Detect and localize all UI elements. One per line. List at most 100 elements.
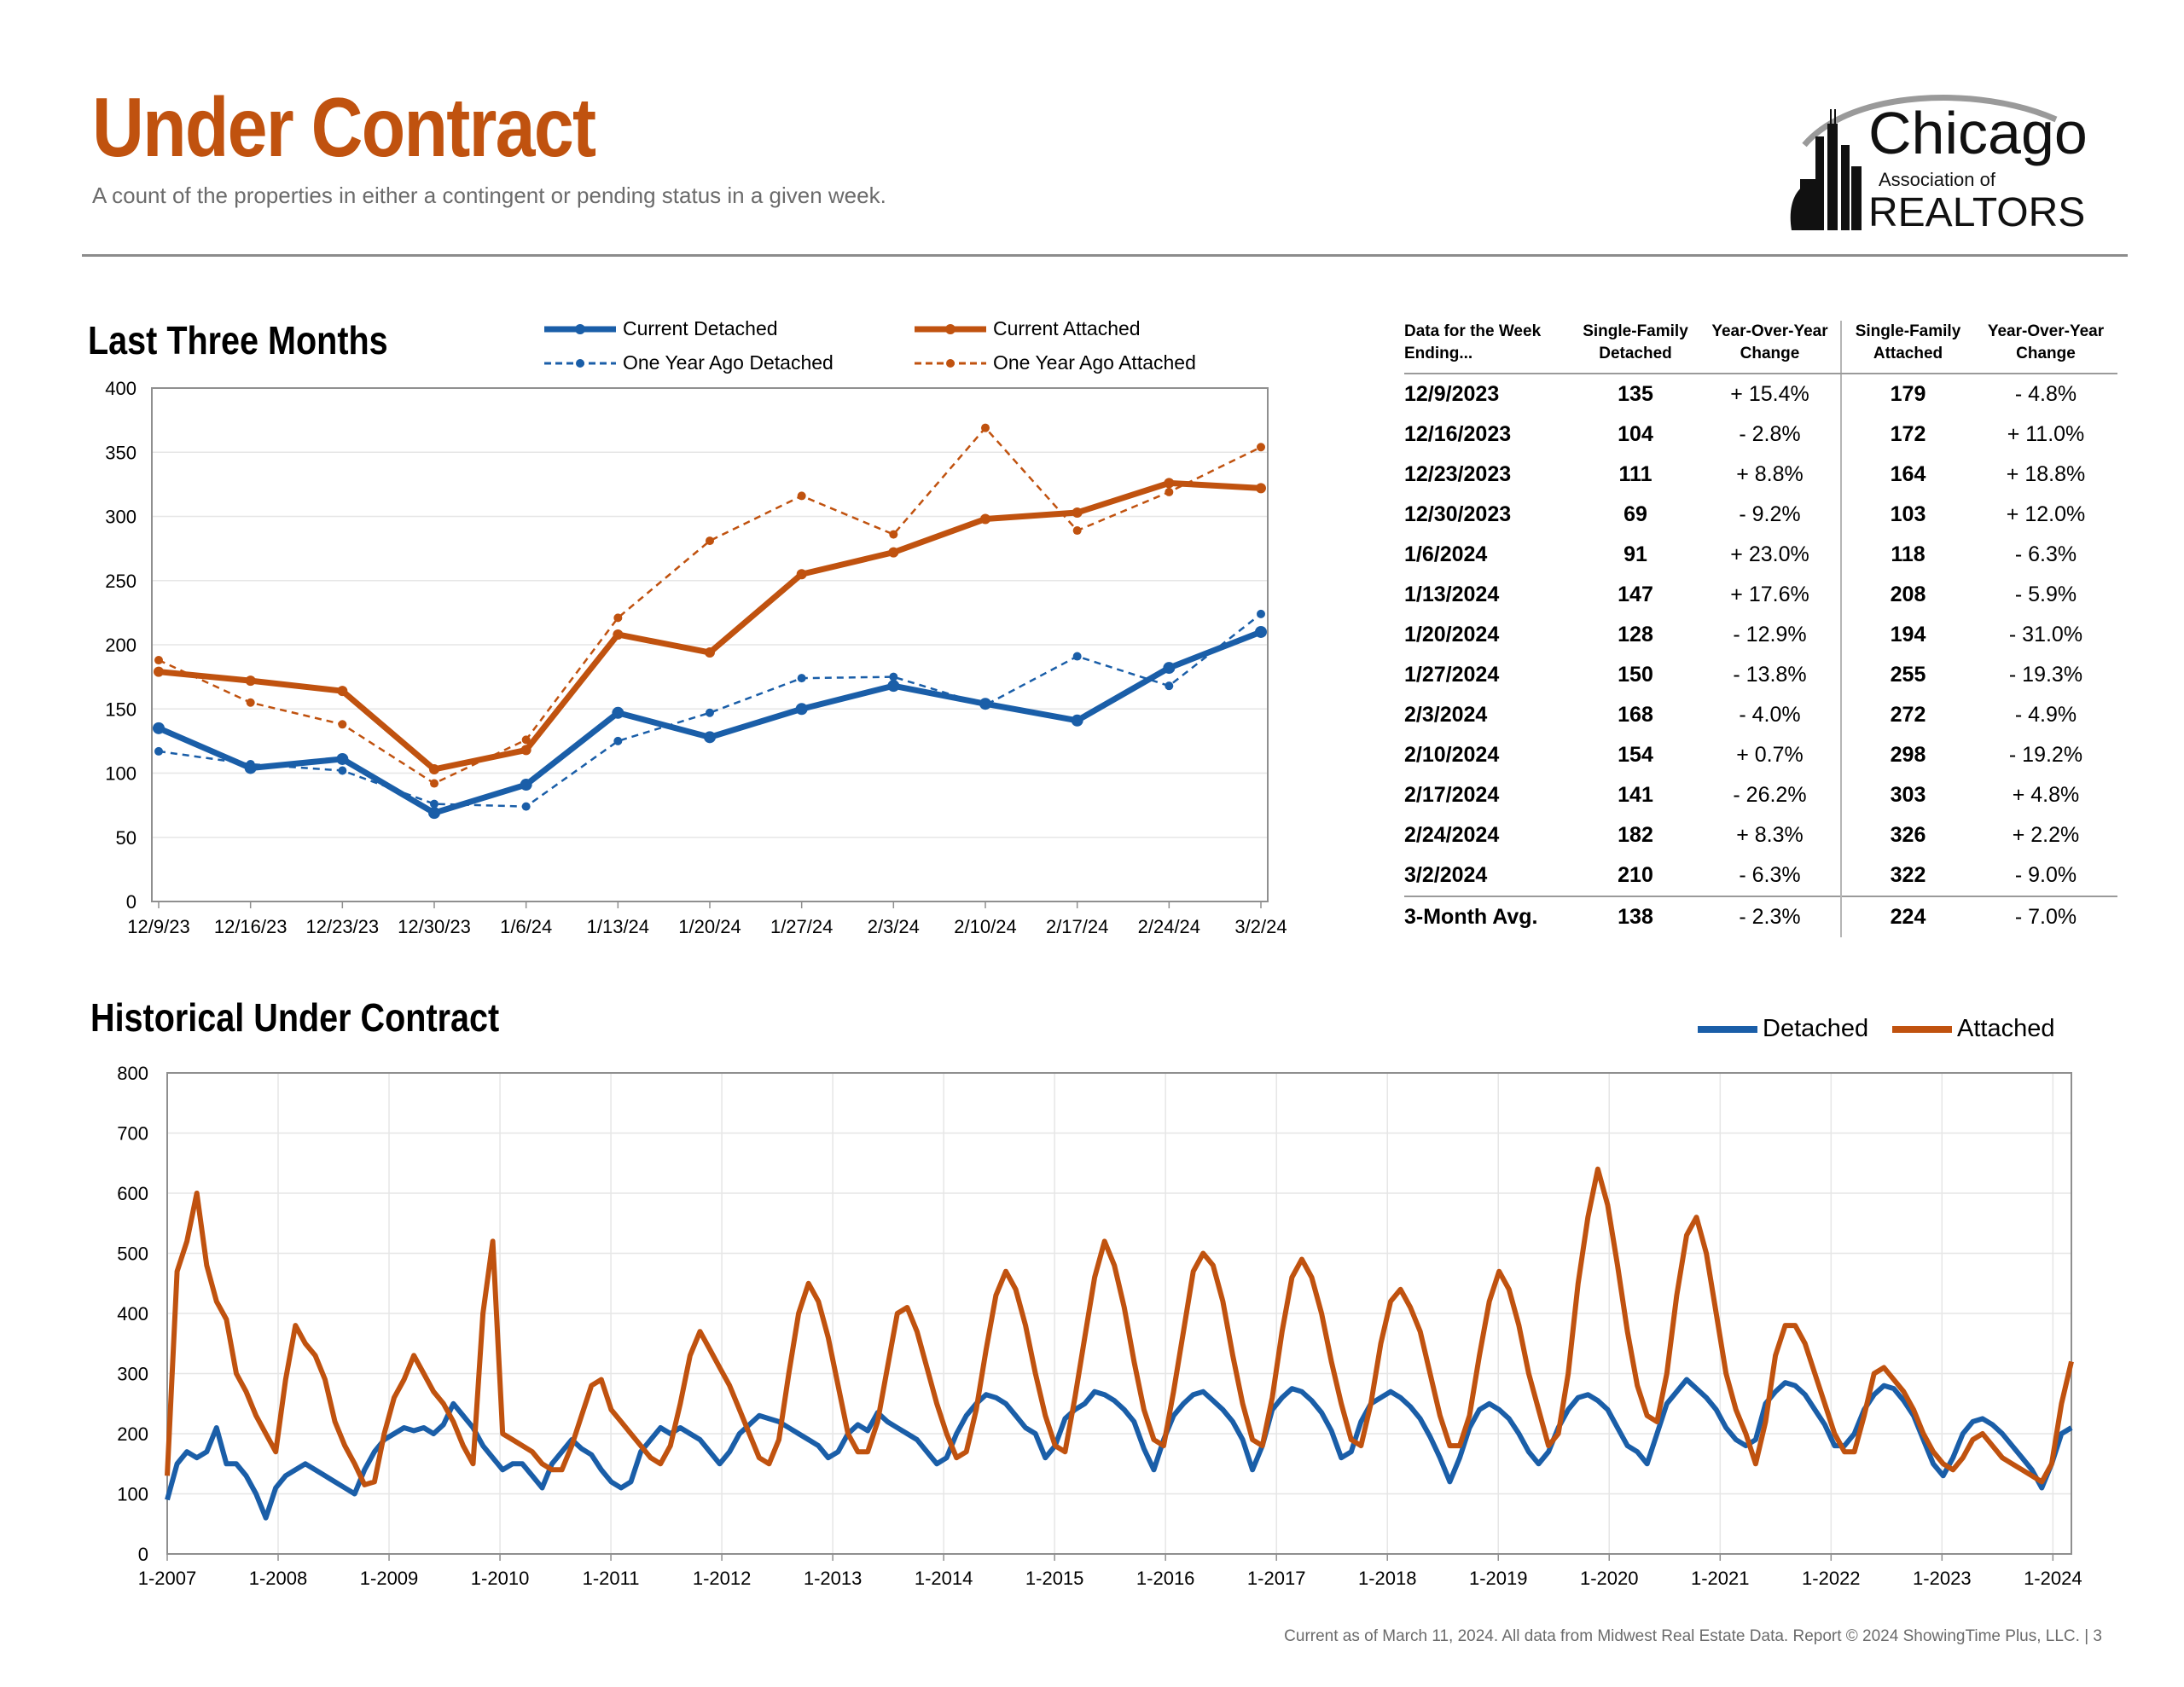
series-one-year-ago-attached	[154, 423, 1265, 788]
y-tick-label: 350	[105, 442, 136, 463]
data-point	[704, 731, 716, 744]
cell-attached-yoy: - 4.8%	[2014, 382, 2077, 407]
x-tick-label: 1-2012	[693, 1568, 752, 1589]
y-tick-label: 250	[105, 571, 136, 592]
cell-detached-yoy: + 8.8%	[1699, 455, 1842, 496]
cell-week: 2/10/2024	[1404, 743, 1500, 768]
chicago-realtors-logo: Chicago Association of REALTORS	[1783, 85, 2124, 239]
data-point	[338, 720, 347, 729]
cell-attached-yoy: + 4.8%	[2012, 783, 2080, 808]
legend-label: Detached	[1763, 1015, 1869, 1042]
data-point	[430, 779, 439, 788]
y-tick-label: 400	[117, 1303, 148, 1325]
cell-attached-yoy: - 4.9%	[2014, 703, 2077, 728]
table-row: 12/9/2023 135 + 15.4% 179 - 4.8%	[1404, 374, 2117, 415]
series-current-attached	[154, 478, 1266, 774]
cell-week: 1/27/2024	[1404, 663, 1500, 687]
data-point	[888, 547, 899, 558]
y-tick-label: 600	[117, 1183, 148, 1204]
cell-detached: 91	[1623, 542, 1647, 567]
data-point	[706, 708, 714, 717]
y-tick-label: 0	[138, 1544, 148, 1565]
data-point	[154, 746, 163, 756]
table-row: 1/13/2024 147 + 17.6% 208 - 5.9%	[1404, 575, 2117, 616]
legend-swatch-attached	[1892, 1025, 1952, 1033]
y-tick-label: 400	[105, 378, 136, 399]
x-tick-label: 1-2009	[360, 1568, 419, 1589]
cell-week: 3/2/2024	[1404, 863, 1488, 888]
table-row: 12/16/2023 104 - 2.8% 172 + 11.0%	[1404, 415, 2117, 455]
y-tick-label: 200	[117, 1423, 148, 1445]
historical-chart-title: Historical Under Contract	[90, 995, 500, 1040]
cell-detached-yoy: + 15.4%	[1699, 374, 1842, 415]
cell-attached-yoy: - 7.0%	[1974, 896, 2117, 938]
data-point	[154, 656, 163, 665]
table-row: 2/10/2024 154 + 0.7% 298 - 19.2%	[1404, 735, 2117, 776]
legend-label: Current Attached	[993, 317, 1141, 339]
legend-current-attached: Current Attached	[913, 317, 1141, 340]
data-point	[797, 674, 806, 683]
cell-attached: 326	[1890, 823, 1926, 848]
y-tick-label: 0	[126, 891, 136, 913]
cell-attached-yoy: - 19.2%	[2008, 743, 2083, 768]
legend-current-detached: Current Detached	[543, 317, 778, 340]
legend-swatch-current-detached	[544, 323, 616, 334]
cell-detached-yoy: + 8.3%	[1699, 815, 1842, 856]
data-point	[796, 569, 807, 580]
table-row: 1/27/2024 150 - 13.8% 255 - 19.3%	[1404, 655, 2117, 696]
cell-attached: 272	[1890, 703, 1926, 728]
cell-attached-yoy: - 5.9%	[2014, 583, 2077, 607]
cell-attached: 118	[1891, 542, 1926, 567]
data-point	[979, 698, 991, 710]
cell-detached: 128	[1618, 623, 1653, 647]
x-tick-label: 1-2023	[1913, 1568, 1972, 1589]
x-tick-label: 12/16/23	[214, 916, 288, 937]
cell-detached-yoy: + 23.0%	[1699, 535, 1842, 576]
cell-attached-yoy: - 9.0%	[2014, 863, 2077, 888]
data-point	[1257, 443, 1265, 452]
cell-attached: 208	[1890, 583, 1926, 607]
legend-swatch-ago-detached	[544, 358, 616, 368]
data-point	[338, 766, 347, 775]
y-tick-label: 150	[105, 699, 136, 720]
x-tick-label: 1-2011	[583, 1568, 640, 1589]
data-point	[797, 491, 806, 501]
legend-attached: Attached	[1892, 1015, 2054, 1043]
x-tick-label: 2/17/24	[1046, 916, 1108, 937]
data-point	[1256, 483, 1266, 494]
legend-swatch-current-attached	[915, 323, 986, 334]
data-point	[245, 675, 256, 687]
cell-week: 2/17/2024	[1404, 783, 1500, 808]
data-point	[521, 735, 531, 745]
cell-week: 1/6/2024	[1404, 542, 1488, 567]
cell-week: 1/20/2024	[1404, 623, 1500, 647]
table-row: 12/30/2023 69 - 9.2% 103 + 12.0%	[1404, 495, 2117, 536]
x-tick-label: 2/24/24	[1138, 916, 1200, 937]
data-point	[612, 706, 624, 719]
table-row: 1/20/2024 128 - 12.9% 194 - 31.0%	[1404, 615, 2117, 656]
cell-detached: 141	[1618, 783, 1653, 808]
cell-detached-yoy: - 9.2%	[1699, 495, 1842, 536]
page-subtitle: A count of the properties in either a co…	[92, 183, 886, 208]
y-tick-label: 100	[117, 1484, 148, 1505]
legend-label: Current Detached	[623, 317, 778, 339]
x-tick-label: 1-2010	[471, 1568, 530, 1589]
cell-detached: 210	[1618, 863, 1653, 888]
cell-detached-yoy: - 6.3%	[1699, 855, 1842, 897]
cell-detached-yoy: - 4.0%	[1699, 695, 1842, 736]
series-attached	[165, 1166, 2074, 1487]
data-point	[244, 762, 257, 774]
x-tick-label: 2/3/24	[868, 916, 920, 937]
x-tick-label: 1-2015	[1025, 1568, 1084, 1589]
header-week-ending: Data for the Week Ending...	[1404, 321, 1571, 375]
data-point	[1164, 478, 1175, 489]
series-detached	[165, 1377, 2073, 1521]
data-point	[613, 629, 624, 640]
legend-label: One Year Ago Attached	[993, 351, 1196, 374]
x-tick-label: 1-2008	[249, 1568, 308, 1589]
x-tick-label: 1-2016	[1136, 1568, 1195, 1589]
cell-week: 2/24/2024	[1404, 823, 1500, 848]
data-point	[706, 536, 714, 546]
header-divider	[82, 254, 2128, 257]
cell-detached-yoy: - 26.2%	[1699, 775, 1842, 816]
